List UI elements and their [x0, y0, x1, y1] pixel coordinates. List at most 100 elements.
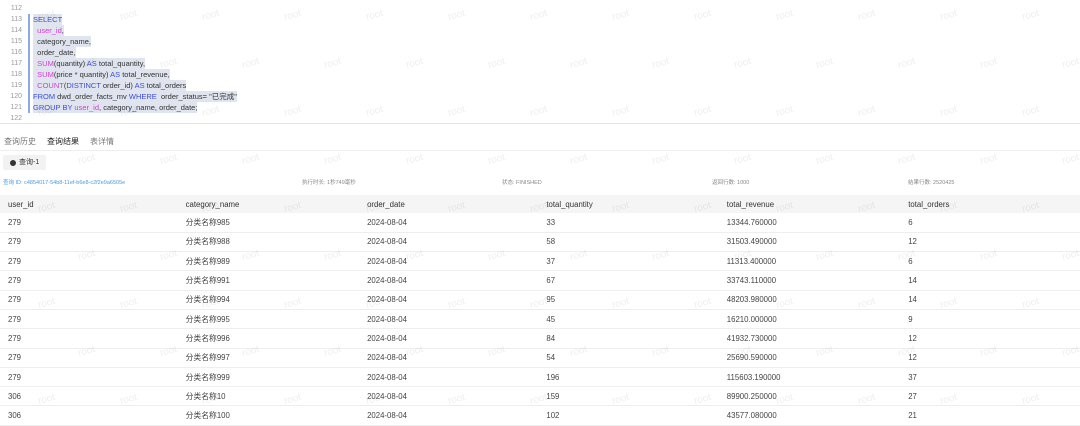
- tab-query-history[interactable]: 查询历史: [4, 137, 36, 146]
- cell-user-id: 279: [0, 270, 178, 291]
- sql-text: total_orders: [144, 81, 187, 90]
- cell-total-revenue: 48203.980000: [718, 290, 901, 310]
- table-row[interactable]: 279 分类名称997 2024-08-04 54 25690.590000 12: [0, 348, 1080, 368]
- sql-text: order_status= "已完成": [156, 92, 237, 101]
- table-row[interactable]: 279 分类名称989 2024-08-04 37 11313.400000 6: [0, 251, 1080, 272]
- table-row[interactable]: 279 分类名称996 2024-08-04 84 41932.730000 12: [0, 328, 1080, 349]
- query-1-label: 查询-1: [19, 159, 40, 166]
- sql-text: (quantity): [53, 59, 87, 68]
- code-line: 121 GROUP BY user_id, category_name, orde…: [0, 102, 1080, 113]
- sql-text: (price * quantity): [53, 70, 111, 79]
- cell-total-revenue: 11313.400000: [718, 251, 901, 272]
- cell-total-quantity: 33: [538, 213, 719, 233]
- table-row[interactable]: 279 分类名称995 2024-08-04 45 16210.000000 9: [0, 309, 1080, 330]
- column-header-total-quantity[interactable]: total_quantity: [538, 195, 719, 213]
- sql-keyword: GROUP BY: [33, 103, 73, 112]
- selection-gutter-bar: [28, 14, 30, 113]
- line-number: 121: [10, 104, 22, 111]
- watermark: root: [323, 151, 343, 168]
- code-line: 120 FROM dwd_order_facts_mv WHERE order_s…: [0, 91, 1080, 102]
- code-line: 116 order_date,: [0, 47, 1080, 58]
- sql-text: total_revenue,: [120, 70, 170, 79]
- line-number: 114: [10, 27, 22, 34]
- sql-keyword: DISTINCT: [66, 81, 101, 90]
- sql-function: SUM: [37, 70, 54, 79]
- column-header-order-date[interactable]: order_date: [359, 195, 539, 213]
- cell-order-date: 2024-08-04: [359, 328, 539, 349]
- table-row[interactable]: 279 分类名称985 2024-08-04 33 13344.760000 6: [0, 213, 1080, 233]
- cell-order-date: 2024-08-04: [359, 405, 539, 426]
- sql-editor[interactable]: 112 113 SELECT 114 user_id, 115 category_nam…: [0, 0, 1080, 124]
- cell-total-orders: 14: [900, 270, 1080, 291]
- cell-total-revenue: 115603.190000: [718, 367, 901, 388]
- cell-category-name: 分类名称996: [177, 328, 360, 349]
- table-row[interactable]: 279 分类名称994 2024-08-04 95 48203.980000 14: [0, 290, 1080, 310]
- table-row[interactable]: 306 分类名称100 2024-08-04 102 43577.080000 21: [0, 405, 1080, 426]
- line-number: 113: [10, 16, 22, 23]
- watermark: root: [405, 151, 425, 168]
- cell-user-id: 279: [0, 309, 178, 330]
- sql-text: order_date,: [33, 48, 76, 57]
- cell-user-id: 279: [0, 290, 178, 310]
- returned-rows: 返回行数: 1000: [712, 180, 750, 186]
- code-line: 122: [0, 113, 1080, 123]
- code-line: 113 SELECT: [0, 14, 1080, 25]
- line-number: 119: [10, 82, 22, 89]
- cell-total-orders: 12: [900, 348, 1080, 368]
- cell-total-quantity: 58: [538, 232, 719, 253]
- cell-total-orders: 6: [900, 213, 1080, 233]
- table-row[interactable]: 279 分类名称991 2024-08-04 67 33743.110000 14: [0, 270, 1080, 291]
- code-text: COUNT(DISTINCT order_id) AS total_orders: [33, 80, 187, 91]
- cell-order-date: 2024-08-04: [359, 348, 539, 368]
- table-row[interactable]: 279 分类名称988 2024-08-04 58 31503.490000 12: [0, 232, 1080, 253]
- table-header-row: user_id category_name order_date total_quan…: [0, 195, 1080, 213]
- check-circle-icon: [10, 159, 16, 166]
- cell-category-name: 分类名称100: [177, 405, 360, 426]
- query-id: 查询 ID: c4854017-54b8-11ef-b6e8-c2f2e9a65…: [3, 180, 126, 186]
- column-header-total-orders[interactable]: total_orders: [900, 195, 1080, 213]
- table-row[interactable]: 306 分类名称10 2024-08-04 159 89900.250000 27: [0, 386, 1080, 407]
- cell-total-orders: 9: [900, 309, 1080, 330]
- column-header-category-name[interactable]: category_name: [177, 195, 360, 213]
- watermark: root: [651, 151, 671, 168]
- watermark: root: [159, 151, 179, 168]
- table-row[interactable]: 279 分类名称999 2024-08-04 196 115603.190000 37: [0, 367, 1080, 388]
- cell-user-id: 279: [0, 213, 178, 233]
- cell-total-revenue: 31503.490000: [718, 232, 901, 253]
- line-number: 118: [10, 71, 22, 78]
- code-line: 117 SUM(quantity) AS total_quantity,: [0, 58, 1080, 69]
- code-text: SUM(quantity) AS total_quantity,: [33, 58, 146, 69]
- line-number: 122: [10, 115, 22, 122]
- cell-total-revenue: 43577.080000: [718, 405, 901, 426]
- cell-category-name: 分类名称988: [177, 232, 360, 253]
- query-1-button[interactable]: 查询-1: [3, 155, 47, 170]
- cell-total-revenue: 89900.250000: [718, 386, 901, 407]
- sql-text: order_id): [100, 81, 135, 90]
- column-header-total-revenue[interactable]: total_revenue: [718, 195, 901, 213]
- cell-category-name: 分类名称991: [177, 270, 360, 291]
- sql-keyword: SELECT: [33, 15, 63, 24]
- cell-total-orders: 21: [900, 405, 1080, 426]
- sql-text: category_name,: [33, 37, 91, 46]
- cell-order-date: 2024-08-04: [359, 251, 539, 272]
- sql-identifier: user_id: [37, 26, 62, 35]
- watermark: root: [487, 151, 507, 168]
- cell-total-quantity: 54: [538, 348, 719, 368]
- cell-category-name: 分类名称994: [177, 290, 360, 310]
- cell-total-orders: 12: [900, 328, 1080, 349]
- sql-identifier: user_id: [74, 103, 100, 112]
- cell-total-orders: 37: [900, 367, 1080, 388]
- cell-total-orders: 14: [900, 290, 1080, 310]
- cell-total-quantity: 67: [538, 270, 719, 291]
- column-header-user-id[interactable]: user_id: [0, 195, 178, 213]
- cell-order-date: 2024-08-04: [359, 290, 539, 310]
- cell-user-id: 279: [0, 328, 178, 349]
- code-text: order_date,: [33, 47, 76, 58]
- cell-user-id: 279: [0, 251, 178, 272]
- tab-table-details[interactable]: 表详情: [90, 137, 114, 146]
- cell-category-name: 分类名称997: [177, 348, 360, 368]
- cell-total-quantity: 95: [538, 290, 719, 310]
- tab-query-results[interactable]: 查询结果: [47, 136, 79, 151]
- cell-category-name: 分类名称989: [177, 251, 360, 272]
- watermark: root: [569, 151, 589, 168]
